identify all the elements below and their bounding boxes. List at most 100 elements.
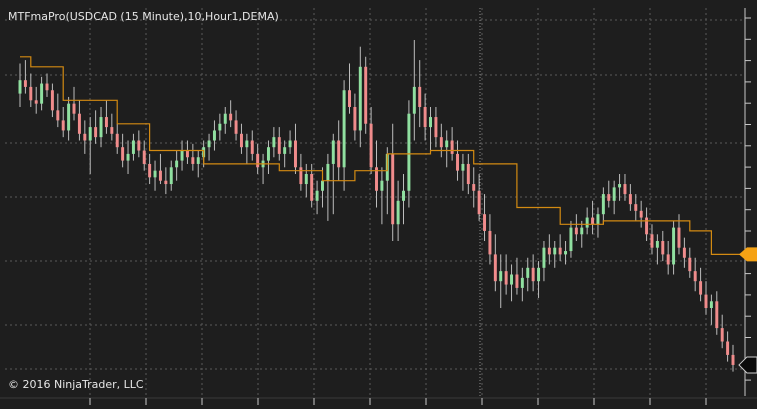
candlestick[interactable]: [299, 153, 303, 191]
candlestick[interactable]: [23, 60, 27, 94]
candlestick[interactable]: [472, 167, 476, 208]
candlestick[interactable]: [445, 130, 449, 168]
candlestick[interactable]: [612, 180, 616, 215]
candlestick[interactable]: [726, 331, 730, 362]
candlestick[interactable]: [434, 107, 438, 148]
candlestick[interactable]: [693, 257, 697, 292]
candlestick[interactable]: [115, 123, 119, 154]
candlestick[interactable]: [229, 100, 233, 128]
candlestick[interactable]: [720, 314, 724, 349]
candlestick[interactable]: [639, 200, 643, 228]
candlestick[interactable]: [461, 153, 465, 191]
candlestick[interactable]: [277, 127, 281, 161]
candlestick[interactable]: [439, 123, 443, 158]
candlestick[interactable]: [56, 93, 60, 128]
candlestick[interactable]: [67, 96, 71, 141]
candlestick[interactable]: [504, 254, 508, 295]
candlestick[interactable]: [569, 220, 573, 258]
candlestick[interactable]: [510, 264, 514, 302]
candlestick[interactable]: [223, 107, 227, 134]
candlestick[interactable]: [661, 230, 665, 262]
candlestick[interactable]: [326, 153, 330, 221]
candlestick[interactable]: [169, 160, 173, 191]
candlestick[interactable]: [337, 120, 341, 181]
candlestick[interactable]: [234, 110, 238, 141]
candlestick[interactable]: [477, 174, 481, 221]
candlestick[interactable]: [180, 140, 184, 171]
candlestick[interactable]: [250, 130, 254, 161]
candlestick[interactable]: [618, 174, 622, 201]
candlestick[interactable]: [731, 344, 735, 372]
candlestick[interactable]: [353, 93, 357, 141]
candlestick[interactable]: [688, 247, 692, 278]
candlestick[interactable]: [288, 130, 292, 154]
candlestick[interactable]: [515, 257, 519, 295]
candlestick[interactable]: [331, 133, 335, 215]
candlestick[interactable]: [142, 140, 146, 171]
candlestick[interactable]: [304, 163, 308, 198]
candlestick[interactable]: [283, 140, 287, 168]
candlestick[interactable]: [666, 241, 670, 275]
candlestick[interactable]: [61, 107, 65, 138]
candlestick[interactable]: [148, 153, 152, 185]
candlestick[interactable]: [520, 267, 524, 302]
candlestick[interactable]: [623, 174, 627, 201]
candlestick[interactable]: [699, 267, 703, 302]
candlestick[interactable]: [369, 107, 373, 174]
candlestick[interactable]: [34, 86, 38, 114]
candlestick[interactable]: [418, 60, 422, 128]
candlestick[interactable]: [450, 127, 454, 161]
candlestick[interactable]: [137, 130, 141, 158]
candlestick[interactable]: [483, 194, 487, 241]
candlestick[interactable]: [29, 73, 33, 108]
candlestick[interactable]: [293, 123, 297, 174]
candlestick[interactable]: [655, 234, 659, 265]
candlestick[interactable]: [99, 107, 103, 148]
candlestick[interactable]: [212, 120, 216, 151]
candlestick[interactable]: [564, 241, 568, 265]
candlestick[interactable]: [553, 241, 557, 268]
candlestick[interactable]: [574, 214, 578, 241]
candlestick[interactable]: [537, 261, 541, 298]
candlestick[interactable]: [423, 93, 427, 141]
candlestick[interactable]: [591, 200, 595, 235]
candlestick[interactable]: [628, 184, 632, 211]
candlestick[interactable]: [488, 214, 492, 265]
candlestick[interactable]: [704, 281, 708, 315]
candlestick[interactable]: [348, 63, 351, 114]
candlestick[interactable]: [72, 86, 76, 121]
candlestick[interactable]: [40, 76, 44, 111]
candlestick[interactable]: [207, 133, 211, 161]
candlestick[interactable]: [682, 237, 686, 268]
candlestick[interactable]: [672, 220, 676, 275]
candlestick[interactable]: [196, 150, 200, 178]
candlestick[interactable]: [358, 46, 362, 148]
candlestick[interactable]: [245, 133, 249, 164]
candlestick[interactable]: [429, 107, 433, 154]
candlestick[interactable]: [104, 100, 108, 134]
candlestick[interactable]: [191, 143, 195, 171]
candlestick[interactable]: [164, 167, 168, 195]
candlestick[interactable]: [256, 143, 260, 174]
candlestick[interactable]: [542, 241, 546, 282]
candlestick[interactable]: [499, 254, 503, 308]
candlestick[interactable]: [547, 234, 551, 265]
candlestick[interactable]: [607, 180, 611, 208]
candlestick[interactable]: [83, 120, 87, 154]
candlestick[interactable]: [131, 133, 135, 161]
candlestick[interactable]: [364, 56, 368, 134]
candlestick[interactable]: [558, 234, 562, 262]
candlestick[interactable]: [45, 73, 49, 97]
candlestick[interactable]: [375, 140, 378, 208]
candlestick[interactable]: [493, 234, 497, 292]
candlestick[interactable]: [596, 207, 600, 238]
candlestick[interactable]: [158, 153, 162, 185]
candlestick[interactable]: [94, 110, 98, 144]
candlestick[interactable]: [380, 167, 384, 225]
candlestick[interactable]: [396, 180, 400, 241]
candlestick[interactable]: [601, 187, 605, 225]
mtfma-line[interactable]: [20, 56, 755, 255]
candlestick[interactable]: [402, 174, 405, 225]
